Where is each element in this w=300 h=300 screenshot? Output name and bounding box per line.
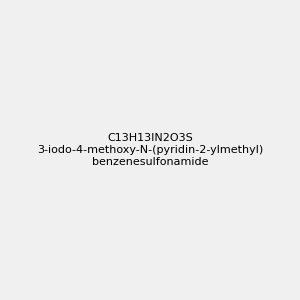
Text: C13H13IN2O3S
3-iodo-4-methoxy-N-(pyridin-2-ylmethyl)
benzenesulfonamide: C13H13IN2O3S 3-iodo-4-methoxy-N-(pyridin… bbox=[37, 134, 263, 166]
